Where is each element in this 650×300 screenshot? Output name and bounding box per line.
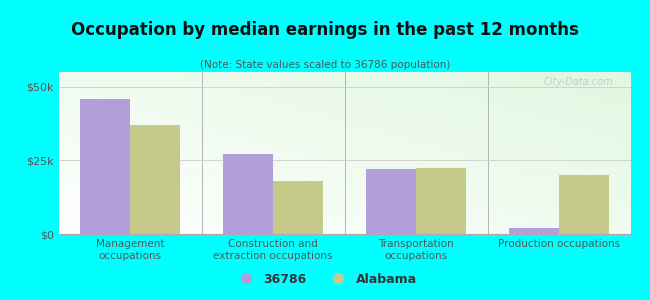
- Bar: [509, 228, 559, 234]
- Bar: [80, 98, 130, 234]
- Bar: [223, 154, 273, 234]
- Text: (Note: State values scaled to 36786 population): (Note: State values scaled to 36786 popu…: [200, 60, 450, 70]
- Bar: [273, 181, 323, 234]
- Bar: [559, 175, 609, 234]
- Bar: [366, 169, 416, 234]
- Text: City-Data.com: City-Data.com: [543, 77, 614, 87]
- Bar: [130, 125, 180, 234]
- Text: Occupation by median earnings in the past 12 months: Occupation by median earnings in the pas…: [71, 21, 579, 39]
- Legend: 36786, Alabama: 36786, Alabama: [228, 268, 422, 291]
- Bar: [416, 168, 466, 234]
